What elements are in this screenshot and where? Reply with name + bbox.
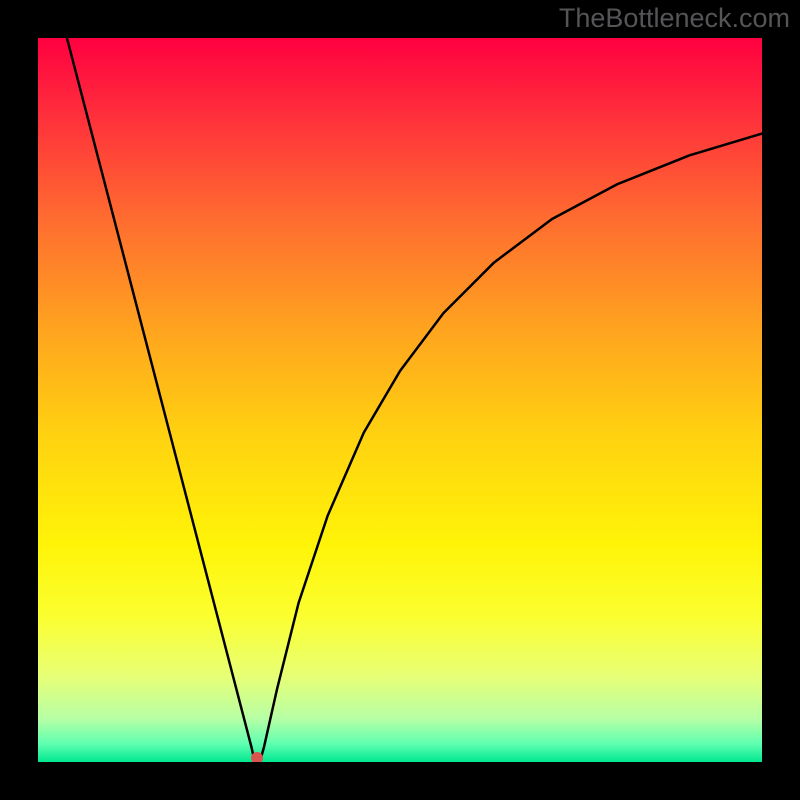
stage: TheBottleneck.com — [0, 0, 800, 800]
bottleneck-curve — [38, 38, 762, 762]
optimal-point-marker — [251, 752, 263, 762]
plot-area — [38, 38, 762, 762]
watermark-text: TheBottleneck.com — [559, 3, 790, 34]
